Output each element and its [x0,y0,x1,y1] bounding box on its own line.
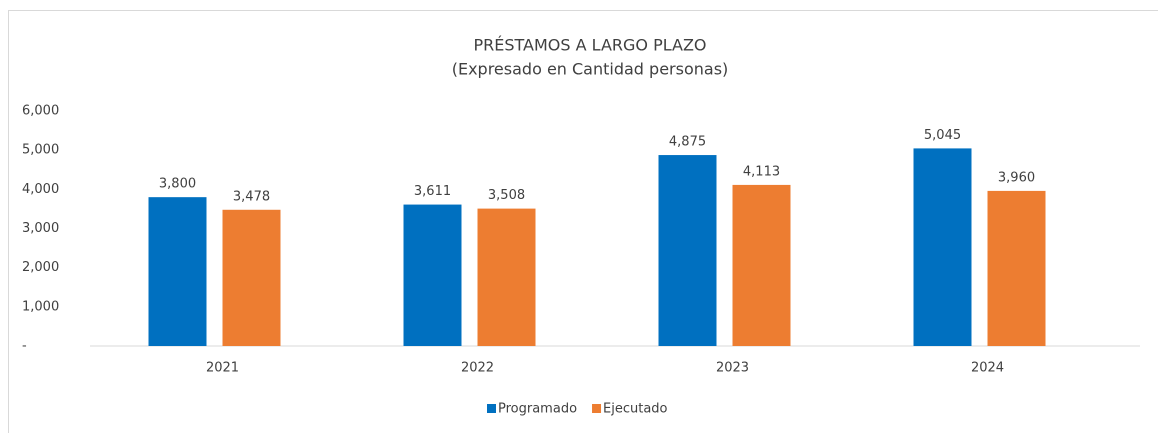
bar [222,209,281,346]
data-label: 3,478 [233,189,270,204]
bar [658,155,717,346]
bar [148,197,207,346]
data-label: 3,611 [414,184,451,199]
x-tick-label: 2021 [206,361,239,376]
data-label: 3,508 [488,188,525,203]
data-label: 3,800 [159,177,196,192]
x-tick-label: 2022 [461,361,494,376]
legend-label: Programado [498,402,577,417]
chart-subtitle: (Expresado en Cantidad personas) [452,60,729,79]
y-tick-label: 2,000 [22,260,59,275]
data-label: 5,045 [924,128,961,143]
y-tick-label: 1,000 [22,299,59,314]
x-tick-label: 2023 [716,361,749,376]
bar [732,184,791,346]
chart-title: PRÉSTAMOS A LARGO PLAZO [473,36,706,55]
bar [913,148,972,346]
data-label: 4,875 [669,135,706,150]
legend-swatch [487,404,496,413]
bar [987,190,1046,346]
data-label: 4,113 [743,164,780,179]
y-tick-label: 5,000 [22,143,59,158]
data-label: 3,960 [998,170,1035,185]
y-tick-label: 6,000 [22,104,59,119]
chart-border [8,10,1158,433]
legend-swatch [592,404,602,413]
y-tick-label: - [22,339,27,354]
bar [403,204,462,346]
legend-label: Ejecutado [603,402,668,417]
y-tick-label: 3,000 [22,221,59,236]
y-tick-label: 4,000 [22,182,59,197]
x-tick-label: 2024 [971,361,1004,376]
bar [477,208,536,346]
